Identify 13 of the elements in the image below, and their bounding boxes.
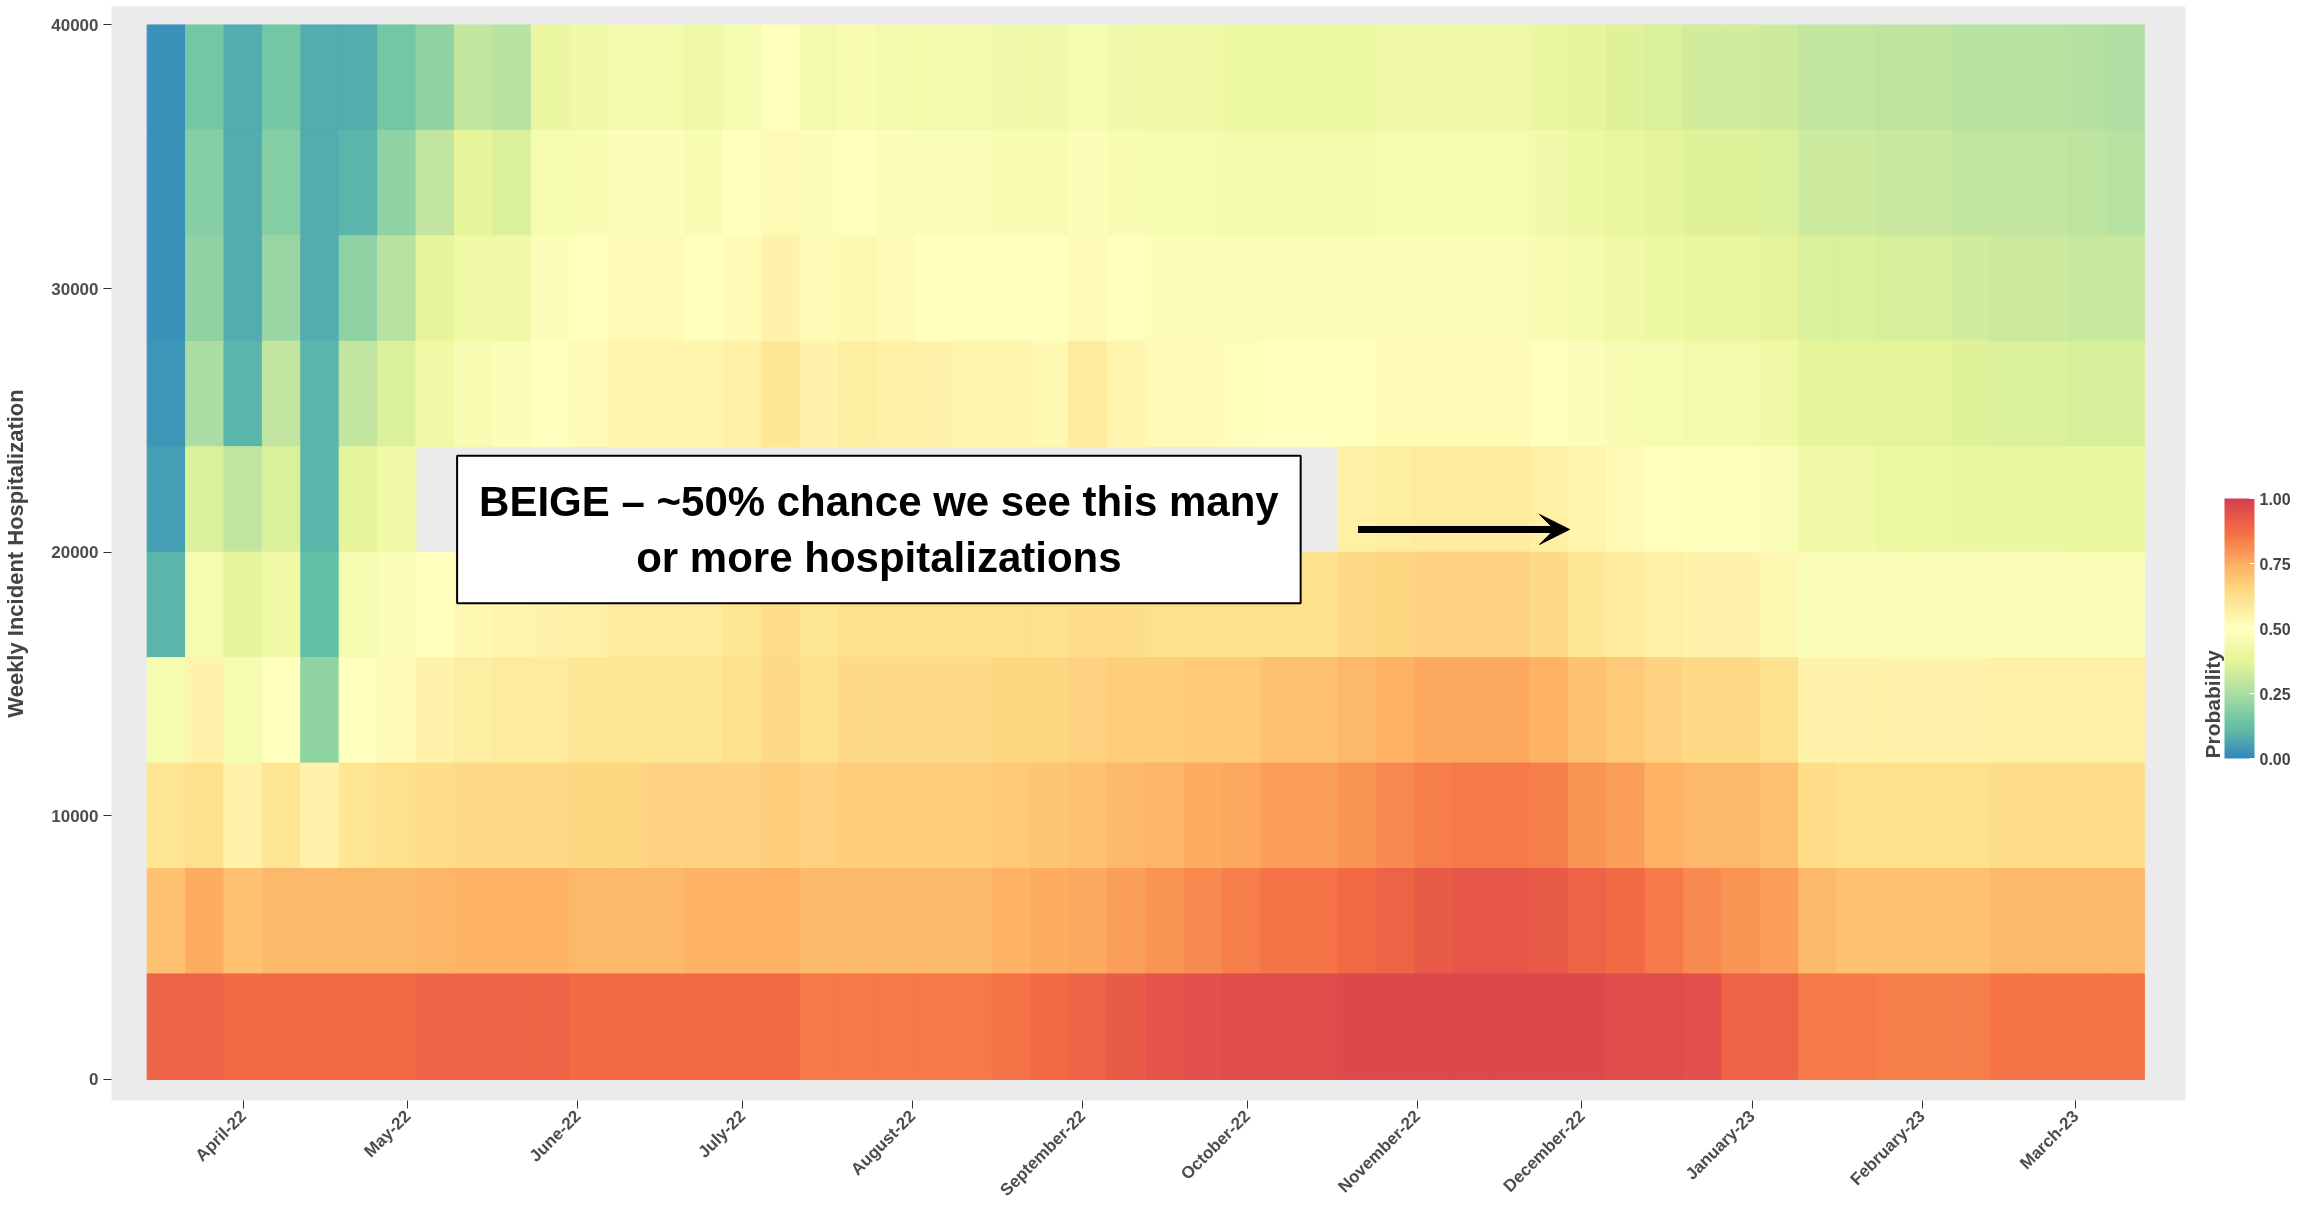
- y-tick-label: 20000: [51, 543, 99, 563]
- y-axis-title: Weekly Incident Hospitalization: [3, 389, 29, 718]
- y-tick-label: 0: [89, 1070, 99, 1090]
- color-bar-title: Probability: [2200, 649, 2224, 759]
- y-tick-label: 30000: [51, 279, 99, 299]
- color-bar-label: 0.75: [2259, 555, 2291, 573]
- color-bar-label: 0.25: [2259, 685, 2291, 703]
- y-tick-label: 10000: [51, 806, 99, 826]
- color-bar-label: 0.50: [2259, 620, 2291, 638]
- color-bar-label: 1.00: [2259, 490, 2291, 508]
- y-tick-label: 40000: [51, 15, 99, 35]
- color-bar-label: 0.00: [2259, 750, 2291, 768]
- annotation: BEIGE – ~50% chance we see this many or more hospitalizations: [479, 477, 1280, 582]
